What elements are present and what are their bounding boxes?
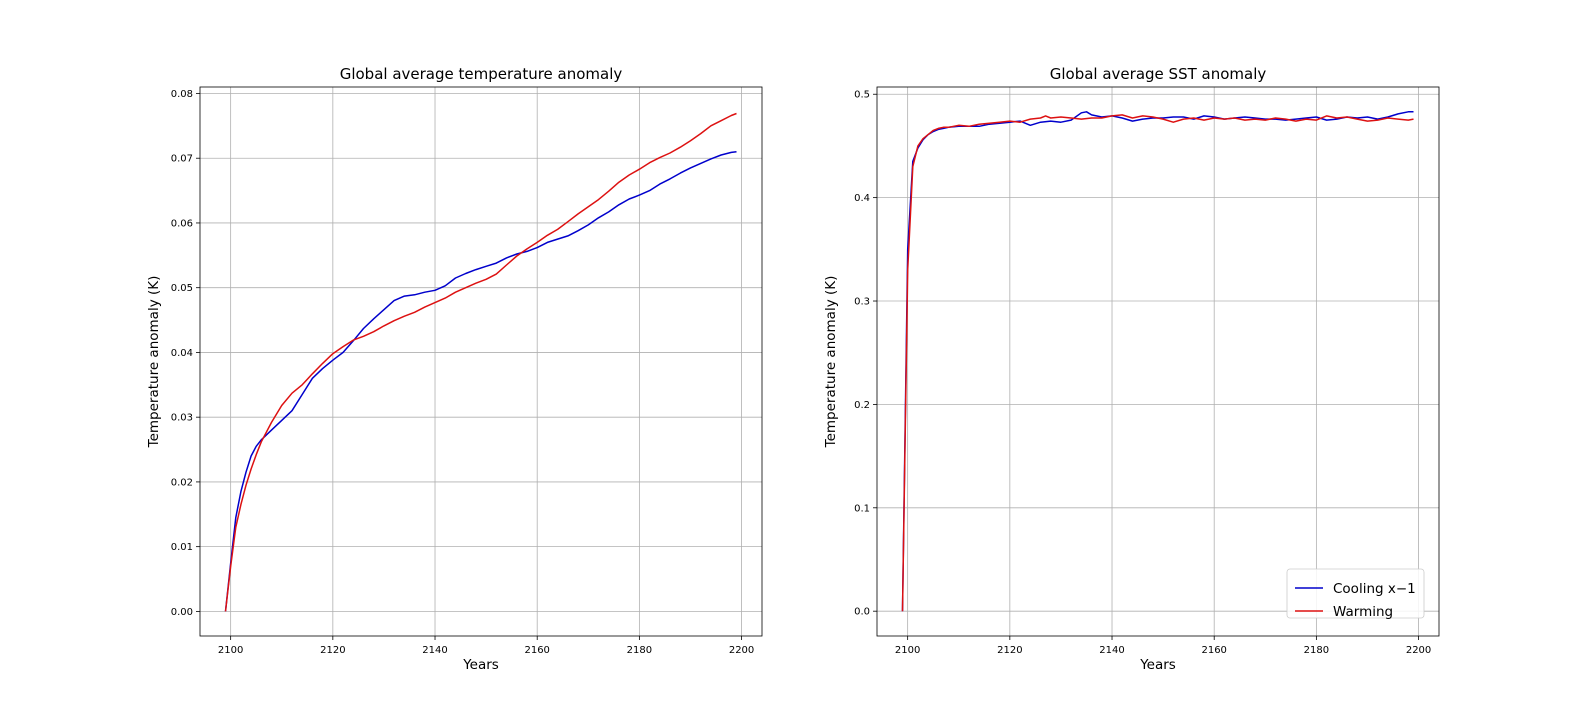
y-tick-label: 0.2 xyxy=(854,400,870,411)
y-tick-label: 0.01 xyxy=(171,542,193,553)
y-axis-label: Temperature anomaly (K) xyxy=(823,276,839,449)
y-tick-label: 0.1 xyxy=(854,503,870,514)
y-tick-label: 0.3 xyxy=(854,297,870,308)
x-tick-label: 2200 xyxy=(729,645,754,656)
y-tick-label: 0.06 xyxy=(171,218,193,229)
legend-label-warming: Warming xyxy=(1333,604,1393,620)
x-tick-label: 2160 xyxy=(1201,645,1226,656)
x-tick-label: 2140 xyxy=(1099,645,1124,656)
y-tick-label: 0.08 xyxy=(171,89,193,100)
x-tick-label: 2200 xyxy=(1406,645,1431,656)
y-tick-label: 0.0 xyxy=(854,607,870,618)
y-tick-label: 0.07 xyxy=(171,154,193,165)
x-tick-label: 2120 xyxy=(997,645,1022,656)
y-tick-label: 0.03 xyxy=(171,413,193,424)
axes-frame xyxy=(876,86,1440,637)
plot-title: Global average temperature anomaly xyxy=(340,65,623,83)
legend-label-cooling: Cooling x−1 xyxy=(1333,581,1416,597)
y-tick-label: 0.04 xyxy=(171,348,193,359)
y-tick-label: 0.00 xyxy=(171,607,193,618)
y-axis-label: Temperature anomaly (K) xyxy=(146,276,162,449)
x-tick-label: 2140 xyxy=(422,645,447,656)
x-tick-label: 2100 xyxy=(218,645,243,656)
axes-frame xyxy=(199,86,763,637)
series-line-cooling xyxy=(901,111,1414,612)
x-tick-label: 2100 xyxy=(895,645,920,656)
x-tick-label: 2180 xyxy=(627,645,652,656)
series-line-cooling xyxy=(224,150,737,612)
x-axis-label: Years xyxy=(1139,657,1176,673)
sst-anomaly-plot: 2100 2120 2140 2160 2180 2200 0.0 0.1 0.2 0.3 0.4 0… xyxy=(823,65,1440,673)
y-tick-label: 0.4 xyxy=(854,193,870,204)
legend-box xyxy=(1286,568,1425,619)
temperature-anomaly-plot: 2100 2120 2140 2160 2180 2200 0.00 0.01 0.02 0.03… xyxy=(146,65,763,673)
x-tick-label: 2160 xyxy=(524,645,549,656)
series-line-warming xyxy=(901,114,1414,612)
y-tick-label: 0.05 xyxy=(171,283,193,294)
y-tick-label: 0.02 xyxy=(171,477,193,488)
y-tick-label: 0.5 xyxy=(854,90,870,101)
series-line-warming xyxy=(224,112,737,612)
x-tick-label: 2120 xyxy=(320,645,345,656)
x-axis-label: Years xyxy=(462,657,499,673)
x-tick-label: 2180 xyxy=(1304,645,1329,656)
plot-title: Global average SST anomaly xyxy=(1050,65,1267,83)
legend: Cooling x−1 Warming xyxy=(1286,568,1425,620)
